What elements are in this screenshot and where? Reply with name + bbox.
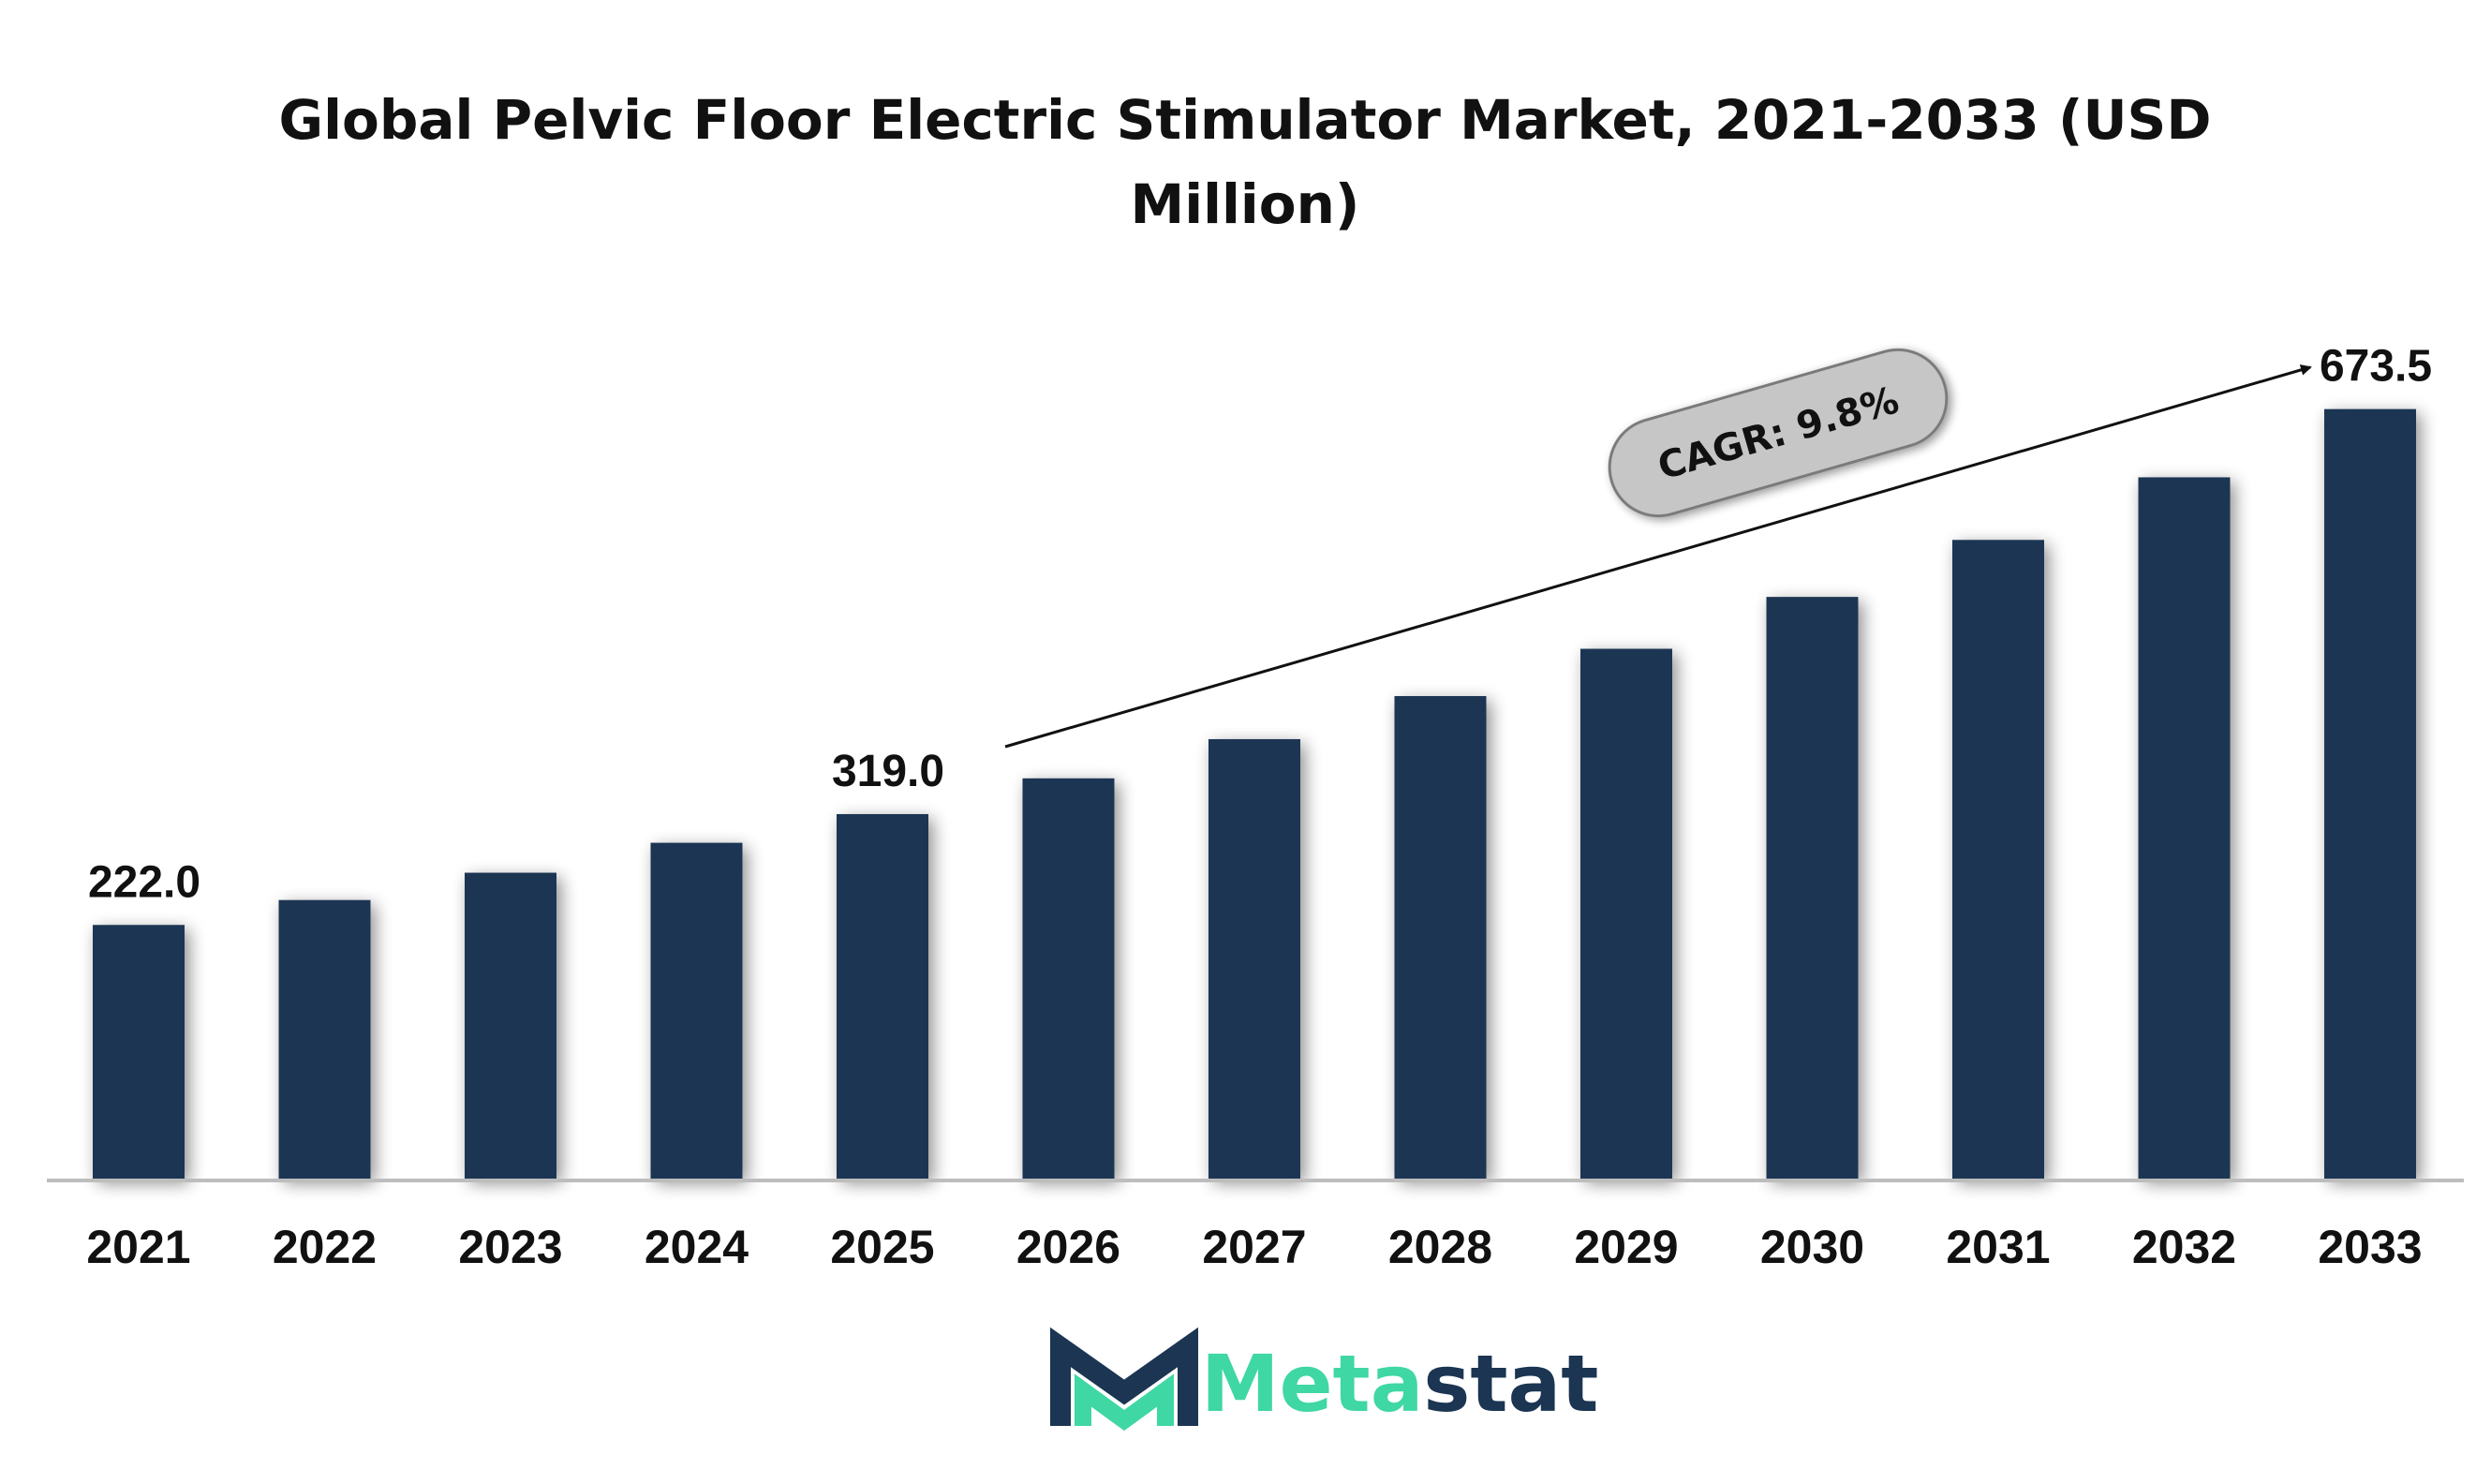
brand-name: Metastat (1201, 1338, 1598, 1430)
bar-series (93, 408, 2416, 1180)
bar-2021 (93, 925, 185, 1179)
cagr-arrow (1004, 364, 2312, 749)
x-tick-2025: 2025 (830, 1221, 934, 1273)
x-tick-2030: 2030 (1760, 1221, 1864, 1273)
data-label-2033: 673.5 (2320, 342, 2432, 392)
cagr-badge: CAGR: 9.8% (1608, 348, 1949, 518)
x-tick-2029: 2029 (1574, 1221, 1678, 1273)
bar-2025 (837, 813, 928, 1179)
x-tick-2026: 2026 (1016, 1221, 1120, 1273)
bar-2030 (1766, 597, 1859, 1179)
metastat-m-icon (1050, 1327, 1198, 1432)
x-axis-ticks: 2021 2022 2023 2024 2025 2026 2027 2028 2029 2030… (86, 1221, 2422, 1273)
bar-2022 (278, 899, 371, 1179)
brand-name-part-1: Meta (1201, 1338, 1423, 1430)
cagr-pill (1608, 348, 1949, 518)
chart-title-line-2: Million) (1131, 172, 1360, 236)
x-tick-2021: 2021 (86, 1221, 190, 1273)
data-label-2025: 319.0 (832, 747, 944, 796)
bar-2029 (1580, 648, 1672, 1179)
bar-2027 (1208, 738, 1300, 1179)
x-tick-2028: 2028 (1388, 1221, 1492, 1273)
chart-title-line-1: Global Pelvic Floor Electric Stimulator … (279, 88, 2212, 152)
x-tick-2032: 2032 (2132, 1221, 2236, 1273)
bar-2023 (465, 872, 556, 1179)
bar-2026 (1022, 778, 1115, 1179)
x-tick-2027: 2027 (1202, 1221, 1306, 1273)
x-tick-2031: 2031 (1946, 1221, 2050, 1273)
bar-2024 (650, 842, 743, 1179)
data-labels: 222.0 319.0 673.5 (88, 342, 2432, 908)
x-tick-2023: 2023 (458, 1221, 562, 1273)
bar-2033 (2324, 408, 2416, 1179)
brand-name-part-2: stat (1423, 1338, 1598, 1430)
x-tick-2033: 2033 (2318, 1221, 2422, 1273)
x-tick-2024: 2024 (645, 1221, 749, 1273)
x-tick-2022: 2022 (273, 1221, 377, 1273)
metastat-logo: Metastat (1050, 1327, 1598, 1432)
data-label-2021: 222.0 (88, 857, 200, 907)
bar-2032 (2138, 477, 2231, 1180)
bar-2031 (1952, 540, 2044, 1179)
bar-2028 (1394, 696, 1487, 1179)
